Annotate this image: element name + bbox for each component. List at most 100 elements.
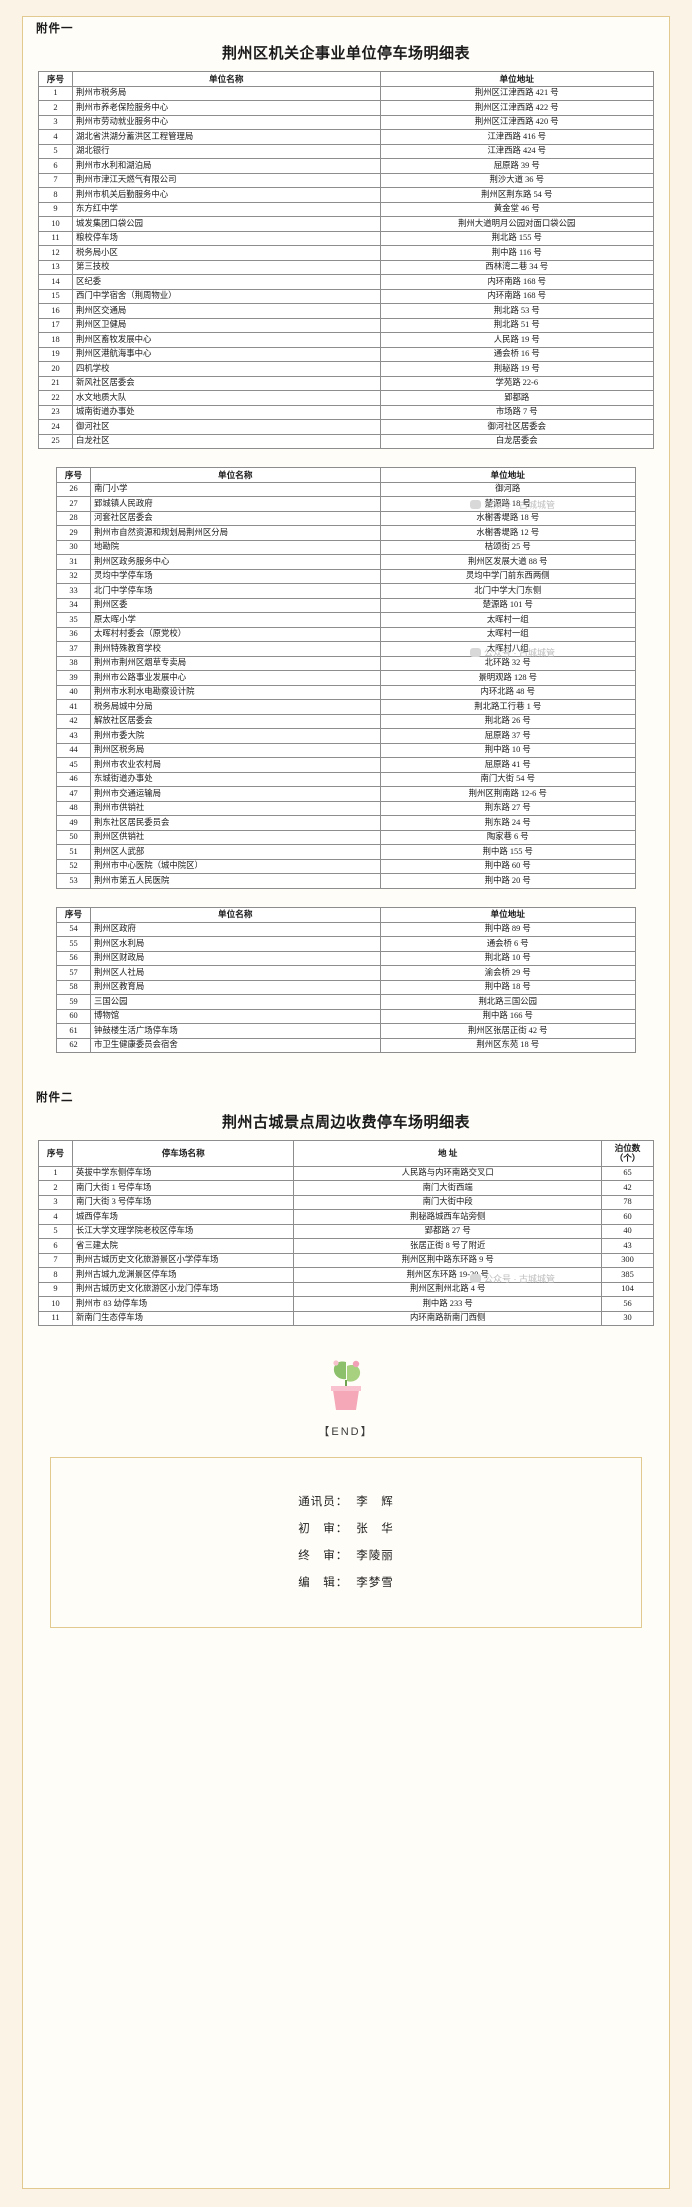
table-row: 60 博物馆 荆中路 166 号 [56,1008,636,1025]
paid-parking-table: 序号 停车场名称 地 址 泊位数（个） 1 英拔中学东侧停车场 人民路与内环南路交叉… [38,1140,654,1327]
table-row: 1 英拔中学东侧停车场 人民路与内环南路交叉口 65 [38,1165,654,1182]
cell-no: 20 [38,361,73,377]
table-row: 7 荆州古城历史文化旅游景区小学停车场 荆州区荆中路东环路 9 号 300 [38,1252,654,1269]
credit-name: 李 辉 [356,1496,394,1509]
table-row: 32 灵均中学停车场 灵均中学门前东西两侧 [56,568,636,585]
cell-unit-name: 粮校停车场 [72,230,381,247]
cell-unit-address: 荆中路 89 号 [379,921,636,938]
cell-unit-address: 内环南路 168 号 [379,288,654,305]
col-header-no: 序号 [56,467,91,483]
cell-address: 荆州区东环路 19-20 号 [293,1267,602,1283]
cell-no: 23 [38,404,73,421]
cell-unit-address: 内环北路 48 号 [379,684,636,701]
cell-unit-name: 河套社区居委会 [90,510,381,527]
cell-no: 6 [38,158,73,174]
cell-no: 3 [38,1194,73,1211]
cell-unit-name: 御河社区 [72,419,381,435]
cell-no: 1 [38,85,73,102]
table-row: 1 荆州市税务局 荆州区江津西路 421 号 [38,85,654,102]
cell-unit-name: 新风社区居委会 [72,375,381,392]
cell-lot-name: 城西停车场 [71,1209,295,1225]
cell-no: 6 [38,1238,73,1254]
table-row: 52 荆州市中心医院（城中院区） 荆中路 60 号 [56,858,636,875]
table-row: 25 白龙社区 白龙居委会 [38,433,654,450]
cell-unit-address: 灵均中学门前东西两侧 [379,568,636,585]
cell-unit-name: 灵均中学停车场 [90,568,381,585]
cell-unit-name: 荆州市荆州区烟草专卖局 [90,655,381,672]
credit-name: 李陵丽 [356,1550,394,1563]
cell-unit-name: 湖北省洪湖分蓄洪区工程管理局 [72,129,381,145]
table-row: 61 钟鼓楼生活广场停车场 荆州区张居正街 42 号 [56,1023,636,1039]
table-row: 39 荆州市公路事业发展中心 景明观路 128 号 [56,670,636,686]
credit-line: 编 辑： 李梦雪 [51,1574,641,1590]
cell-unit-address: 荆州区荆南路 12-6 号 [379,786,636,802]
cell-unit-address: 黄金堂 46 号 [379,201,654,218]
cell-no: 16 [38,303,73,319]
cell-no: 8 [38,187,73,203]
table-row: 10 城发集团口袋公园 荆州大道明月公园对面口袋公园 [38,216,654,232]
credit-label: 通讯员： [298,1496,349,1509]
cell-no: 10 [38,216,73,232]
table-row: 18 荆州区畜牧发展中心 人民路 19 号 [38,332,654,348]
cell-unit-address: 荆北路 155 号 [379,230,654,247]
cell-unit-name: 荆州区交通局 [72,303,381,319]
cell-unit-name: 荆州市机关后勤服务中心 [72,187,381,203]
table-row: 42 解放社区居委会 荆北路 26 号 [56,713,636,730]
cell-unit-address: 荆州区荆东路 54 号 [379,187,654,203]
table-row: 30 地勘院 桔颂街 25 号 [56,539,636,556]
table-2-body: 1 英拔中学东侧停车场 人民路与内环南路交叉口 65 2 南门大街 1 号停车场 南门大街西… [38,1165,654,1327]
table-1-block-2-body: 26 南门小学 御河路 27 郢城镇人民政府 楚源路 18 号 28 河套社区居委会 水榭香堤路… [56,481,636,889]
table-row: 54 荆州区政府 荆中路 89 号 [56,921,636,938]
table-row: 17 荆州区卫健局 荆北路 51 号 [38,317,654,334]
end-label: 【END】 [318,1426,374,1439]
cell-address: 荆州区荆中路东环路 9 号 [293,1252,602,1269]
cell-no: 47 [56,786,91,802]
cell-no: 53 [56,873,91,889]
credit-label: 初 审： [298,1523,349,1536]
cell-unit-address: 荆北路 53 号 [379,303,654,319]
cell-lot-name: 荆州古城九龙渊景区停车场 [71,1267,295,1283]
cell-unit-name: 荆州市自然资源和规划局荆州区分局 [90,525,381,541]
cell-address: 荆秘路城西车站旁侧 [293,1209,602,1225]
cell-unit-address: 荆中路 155 号 [379,844,636,860]
cell-no: 10 [38,1296,73,1312]
table-row: 34 荆州区委 楚源路 101 号 [56,597,636,614]
table-row: 43 荆州市委大院 屈原路 37 号 [56,728,636,744]
table-row: 53 荆州市第五人民医院 荆中路 20 号 [56,873,636,889]
table-row: 38 荆州市荆州区烟草专卖局 北环路 32 号 [56,655,636,672]
cell-no: 7 [38,172,73,189]
cell-no: 4 [38,1209,73,1225]
table-row: 2 荆州市养老保险服务中心 荆州区江津西路 422 号 [38,100,654,116]
cell-unit-name: 市卫生健康委员会宿舍 [90,1037,381,1054]
cell-no: 29 [56,525,91,541]
cell-no: 45 [56,757,91,773]
cell-lot-name: 南门大街 1 号停车场 [71,1180,295,1196]
credit-label: 终 审： [298,1550,349,1563]
table-row: 15 西门中学宿舍（荆周物业） 内环南路 168 号 [38,288,654,305]
table-header-row: 序号 单位名称 单位地址 [56,906,636,923]
attachment-2-label: 附件二 [36,1092,74,1105]
cell-unit-name: 东城街道办事处 [90,771,381,788]
attachment-1-title: 荆州区机关企事业单位停车场明细表 [221,46,470,62]
cell-unit-address: 桔颂街 25 号 [379,539,636,556]
table-row: 6 荆州市水利和湖泊局 屈原路 39 号 [38,158,654,174]
col-header-name: 单位名称 [90,467,381,483]
cell-no: 19 [38,346,73,363]
cell-unit-name: 荆州市税务局 [72,85,381,102]
cell-unit-name: 荆州区人社局 [90,965,381,981]
cell-unit-name: 南门小学 [90,481,381,498]
cell-unit-address: 郢都路 [379,390,654,406]
cell-no: 17 [38,317,73,334]
cell-unit-address: 太晖村一组 [379,626,636,643]
credit-line: 通讯员： 李 辉 [51,1493,641,1509]
table-row: 11 新南门生态停车场 内环南路新南门西侧 30 [38,1310,654,1327]
cell-unit-address: 江津西路 416 号 [379,129,654,145]
cell-no: 21 [38,375,73,392]
cell-unit-address: 荆北路 51 号 [379,317,654,334]
table-row: 20 四机学校 荆秘路 19 号 [38,361,654,377]
cell-unit-name: 税务局小区 [72,245,381,261]
table-row: 9 东方红中学 黄金堂 46 号 [38,201,654,218]
cell-unit-name: 荆州区税务局 [90,742,381,759]
